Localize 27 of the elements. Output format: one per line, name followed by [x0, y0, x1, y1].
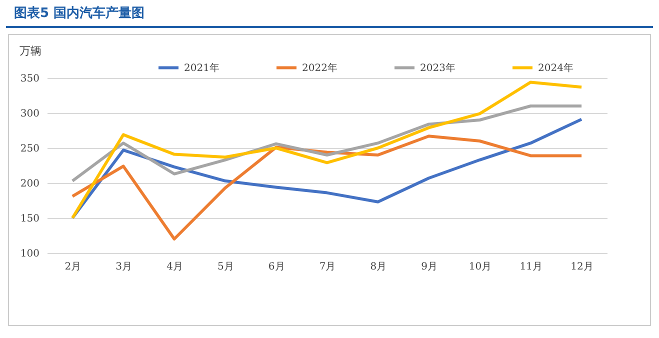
x-tick-label: 4月 [166, 262, 183, 272]
x-tick-label: 5月 [217, 262, 234, 272]
y-tick-label: 350 [20, 74, 40, 84]
line-series [70, 118, 584, 220]
legend-label: 2022年 [302, 62, 338, 74]
x-tick-label: 11月 [520, 262, 543, 272]
line-series [70, 104, 584, 182]
x-tick-label: 2月 [64, 262, 82, 272]
y-tick-label: 300 [20, 108, 40, 120]
x-tick-label: 3月 [116, 262, 132, 272]
x-tick-label: 6月 [268, 262, 285, 272]
y-tick-label: 100 [20, 248, 40, 260]
line-series [70, 134, 584, 240]
line-series [70, 80, 584, 220]
x-tick-label: 7月 [319, 262, 336, 272]
chart-title: 图表5 国内汽车产量图 [6, 0, 653, 28]
legend-label: 2021年 [184, 62, 220, 74]
y-tick-label: 200 [20, 178, 40, 190]
y-tick-label: 150 [20, 214, 40, 224]
legend-label: 2024年 [538, 62, 574, 74]
x-tick-label: 12月 [570, 262, 594, 272]
y-axis-title: 万辆 [20, 44, 42, 58]
x-tick-label: 10月 [468, 262, 492, 272]
x-tick-label: 9月 [421, 262, 438, 272]
legend-label: 2023年 [420, 62, 456, 74]
y-tick-label: 250 [20, 144, 40, 154]
x-tick-label: 8月 [370, 262, 387, 272]
